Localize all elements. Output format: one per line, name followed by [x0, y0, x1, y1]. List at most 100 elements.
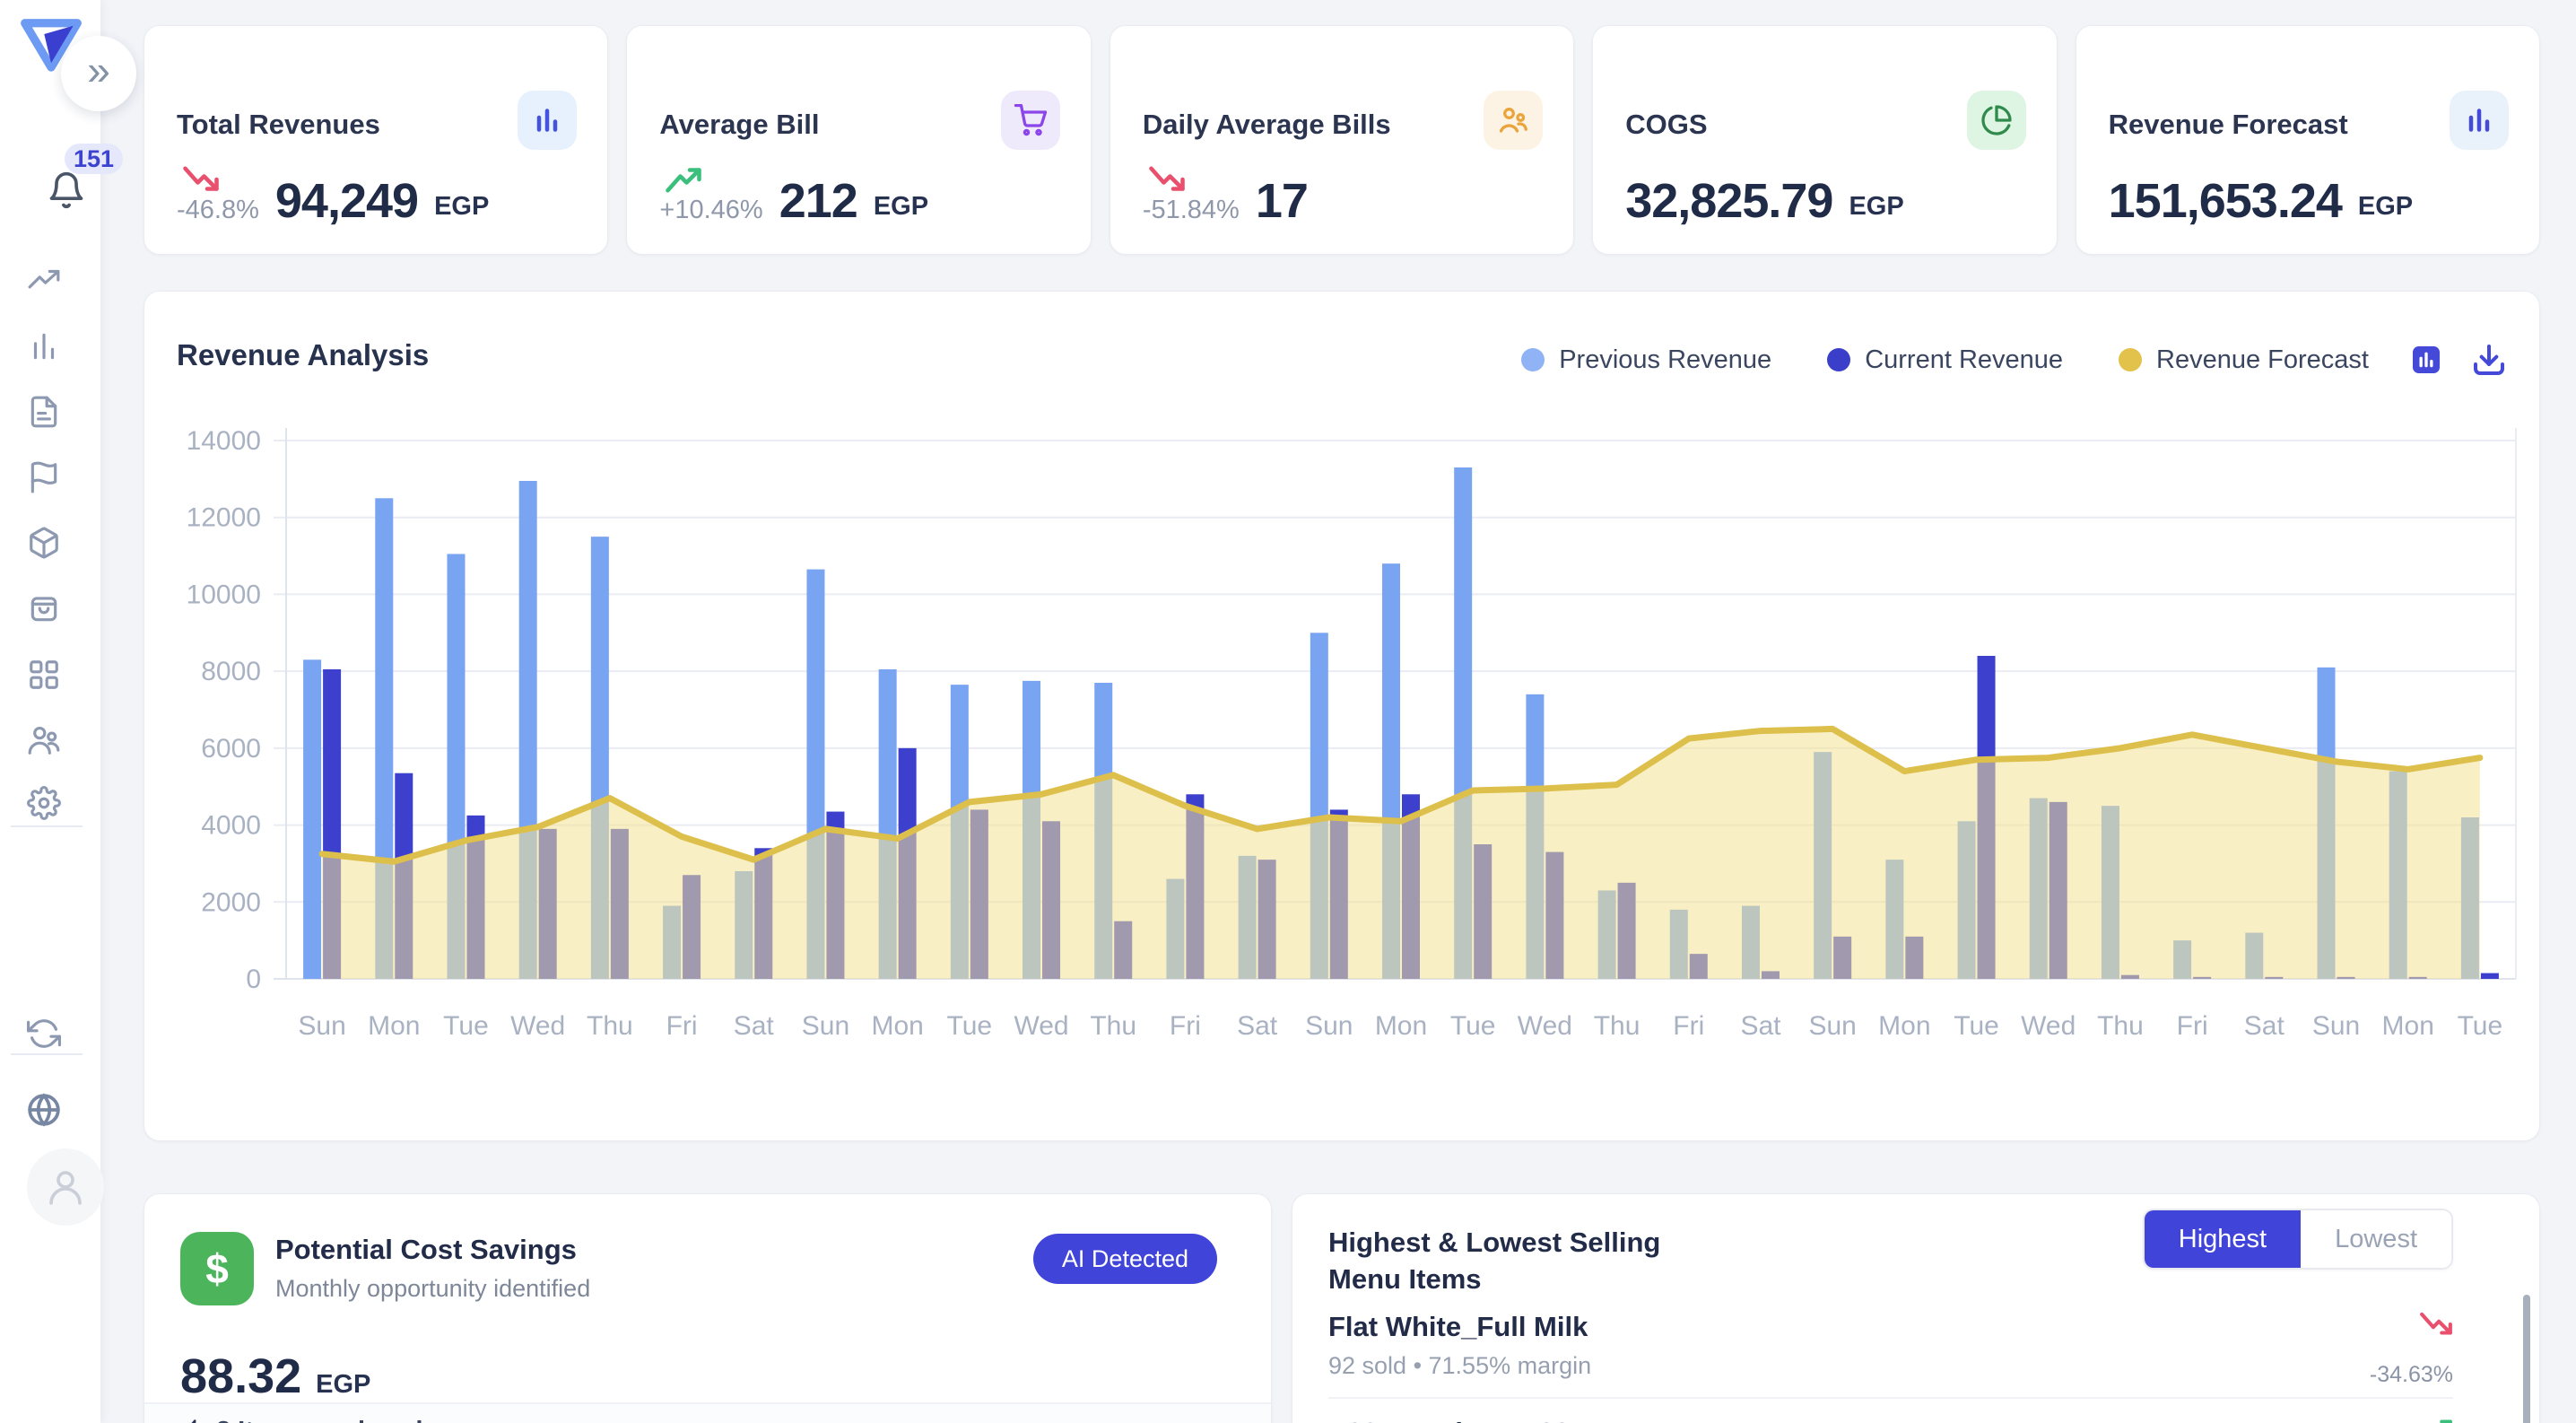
menu-item-row[interactable]: Flat White_Full Milk 92 sold • 71.55% ma…	[1328, 1311, 2453, 1387]
sidebar-item-flags[interactable]	[27, 460, 61, 494]
chart-report-icon[interactable]	[2408, 342, 2444, 378]
svg-text:Tue: Tue	[947, 1011, 993, 1041]
globe-icon	[28, 1093, 60, 1127]
svg-text:Fri: Fri	[1673, 1011, 1704, 1041]
sidebar-item-orders[interactable]	[27, 591, 61, 625]
legend-label: Previous Revenue	[1559, 345, 1772, 374]
legend-item-revenue-forecast[interactable]: Revenue Forecast	[2119, 345, 2369, 375]
user-avatar[interactable]	[27, 1148, 104, 1226]
legend-item-current-revenue[interactable]: Current Revenue	[1827, 345, 2063, 375]
kpi-title: COGS	[1625, 109, 1708, 140]
svg-text:Sat: Sat	[1740, 1011, 1781, 1041]
lightning-bolt-icon	[191, 1419, 196, 1423]
svg-text:Mon: Mon	[1375, 1011, 1427, 1041]
kpi-value: 151,653.24	[2108, 174, 2343, 228]
list-scrollbar[interactable]	[2523, 1295, 2530, 1423]
revenue-analysis-card: Revenue Analysis Previous Revenue Curren…	[144, 291, 2540, 1141]
svg-text:Wed: Wed	[510, 1011, 565, 1041]
sidebar-item-inventory[interactable]	[27, 526, 61, 560]
dollar-icon: $	[180, 1232, 254, 1305]
svg-text:4000: 4000	[201, 811, 261, 841]
svg-text:Thu: Thu	[2097, 1011, 2144, 1041]
sidebar-item-reports[interactable]	[27, 395, 61, 429]
kpi-value: 212	[779, 174, 858, 228]
sidebar-item-settings[interactable]	[27, 786, 61, 820]
sidebar-item-apps[interactable]	[27, 658, 61, 692]
trending-down-icon	[1149, 166, 1185, 191]
kpi-card-cogs: COGS 32,825.79 EGP	[1592, 25, 2058, 255]
svg-text:8000: 8000	[201, 657, 261, 686]
kpi-currency: EGP	[873, 192, 929, 221]
notification-count-badge: 151	[65, 144, 124, 174]
svg-text:2000: 2000	[201, 887, 261, 917]
notifications-bell-icon[interactable]	[47, 170, 86, 214]
svg-text:Wed: Wed	[1518, 1011, 1572, 1041]
legend-item-previous-revenue[interactable]: Previous Revenue	[1521, 345, 1771, 375]
bar-chart-icon	[33, 333, 55, 360]
kpi-card-revenue-forecast: Revenue Forecast 151,653.24 EGP	[2075, 25, 2541, 255]
kpi-row: Total Revenues -46.8% 94,249 EGP Average…	[144, 25, 2541, 255]
revenue-analysis-chart[interactable]: 0 2000 4000 6000 8000 10000 12000 14000 Sun Mon Tu…	[144, 417, 2541, 1099]
users-icon	[28, 726, 60, 755]
sidebar-item-customers[interactable]	[27, 723, 61, 757]
trending-up-icon	[28, 269, 60, 289]
legend-dot	[1521, 348, 1545, 371]
shopping-cart-icon	[1000, 91, 1060, 150]
toggle-lowest-button[interactable]: Lowest	[2301, 1210, 2451, 1268]
kpi-currency: EGP	[434, 192, 490, 221]
bar-chart-icon	[2450, 91, 2510, 150]
kpi-title: Average Bill	[659, 109, 820, 140]
svg-text:Tue: Tue	[443, 1011, 489, 1041]
svg-text:Fri: Fri	[2177, 1011, 2208, 1041]
toggle-highest-button[interactable]: Highest	[2144, 1210, 2302, 1268]
savings-currency: EGP	[316, 1370, 371, 1399]
kpi-currency: EGP	[2357, 192, 2414, 221]
svg-text:Mon: Mon	[1878, 1011, 1930, 1041]
svg-text:Thu: Thu	[1090, 1011, 1136, 1041]
kpi-currency: EGP	[1849, 192, 1904, 221]
download-icon[interactable]	[2471, 342, 2507, 378]
menu-card-title: Highest & Lowest Selling Menu Items	[1328, 1227, 1661, 1295]
kpi-title: Revenue Forecast	[2108, 109, 2348, 140]
svg-text:10000: 10000	[187, 580, 261, 609]
trend-percent: -51.84%	[1142, 196, 1240, 224]
kpi-value: 94,249	[274, 174, 419, 228]
svg-text:Mon: Mon	[368, 1011, 420, 1041]
trend-indicator: -46.8%	[177, 165, 259, 225]
kpi-card-total-revenues: Total Revenues -46.8% 94,249 EGP	[144, 25, 609, 255]
user-icon	[49, 1171, 82, 1205]
trend-percent: -46.8%	[177, 196, 259, 224]
app-logo-icon[interactable]	[18, 16, 84, 74]
pie-chart-icon	[1966, 91, 2026, 150]
trend-percent: +10.46%	[659, 196, 763, 224]
flag-icon	[30, 461, 57, 493]
sidebar-item-language[interactable]	[27, 1093, 61, 1127]
sidebar-item-sync[interactable]	[27, 1017, 61, 1051]
menu-item-row[interactable]: V60 Premium_V60	[1328, 1417, 2453, 1423]
svg-text:0: 0	[246, 965, 261, 994]
svg-text:Sun: Sun	[802, 1011, 849, 1041]
savings-value: 88.32	[180, 1349, 302, 1403]
menu-item-name: Flat White_Full Milk	[1328, 1311, 1588, 1342]
highest-lowest-toggle: Highest Lowest	[2142, 1209, 2453, 1270]
svg-text:Sat: Sat	[1237, 1011, 1278, 1041]
svg-text:Sun: Sun	[1305, 1011, 1353, 1041]
users-icon	[1484, 91, 1544, 150]
svg-text:6000: 6000	[201, 734, 261, 764]
sidebar-collapse-button[interactable]: »	[61, 36, 136, 111]
svg-text:Wed: Wed	[1014, 1011, 1068, 1041]
svg-text:Fri: Fri	[666, 1011, 698, 1041]
menu-items-card: Highest & Lowest Selling Menu Items High…	[1292, 1193, 2540, 1423]
trending-down-icon	[183, 166, 219, 191]
svg-text:12000: 12000	[187, 503, 261, 533]
legend-label: Current Revenue	[1865, 345, 2064, 374]
trending-down-icon	[2420, 1312, 2452, 1335]
refresh-sync-icon	[27, 1019, 61, 1048]
savings-subtitle: Monthly opportunity identified	[275, 1275, 591, 1302]
sidebar-item-analytics[interactable]	[27, 329, 61, 363]
legend-dot	[1827, 348, 1851, 371]
sidebar-item-trends[interactable]	[27, 263, 61, 297]
svg-text:Thu: Thu	[1594, 1011, 1640, 1041]
kpi-card-daily-average-bills: Daily Average Bills -51.84% 17	[1109, 25, 1575, 255]
